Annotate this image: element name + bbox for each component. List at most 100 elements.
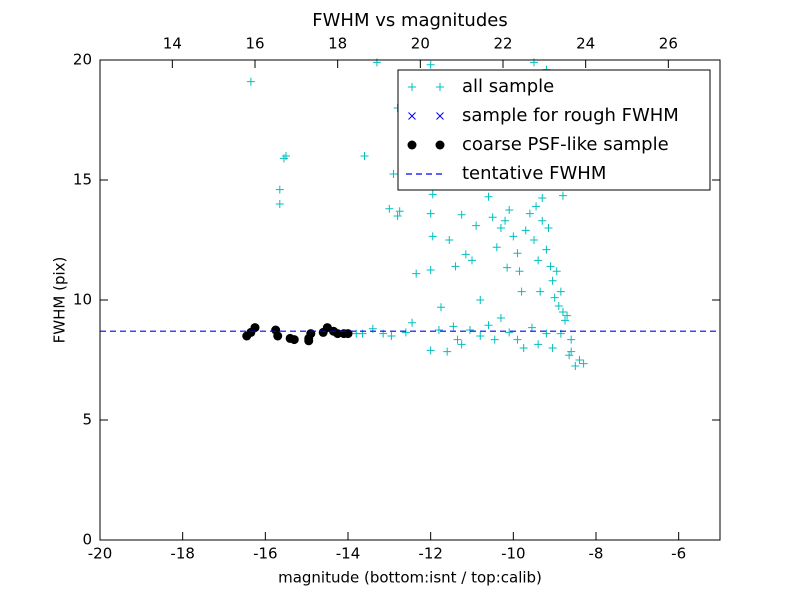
- point: [503, 263, 512, 272]
- point: [445, 236, 454, 244]
- point: [496, 224, 505, 232]
- point: [246, 77, 255, 86]
- point: [387, 332, 396, 340]
- point: [412, 269, 421, 278]
- legend-swatch: [436, 83, 444, 91]
- point: [536, 287, 545, 296]
- legend-swatch: [408, 112, 416, 120]
- point: [428, 232, 437, 241]
- chart-title: FWHM vs magnitudes: [312, 10, 507, 31]
- point: [282, 152, 290, 160]
- point: [558, 191, 567, 200]
- x-tick-label: -16: [253, 545, 278, 563]
- point: [513, 335, 522, 344]
- point: [428, 190, 437, 199]
- point: [385, 204, 394, 213]
- point: [519, 344, 528, 352]
- point: [554, 302, 563, 310]
- point: [426, 346, 435, 355]
- x2-tick-label: 22: [493, 35, 512, 53]
- point: [426, 266, 435, 274]
- point: [548, 276, 557, 285]
- point: [488, 213, 497, 222]
- point: [546, 262, 555, 271]
- point: [509, 232, 518, 241]
- point: [484, 321, 493, 330]
- point: [289, 335, 299, 345]
- point: [343, 329, 353, 339]
- x2-tick-label: 18: [328, 35, 347, 53]
- x2-tick-label: 14: [163, 35, 182, 53]
- point: [395, 207, 404, 216]
- x-axis-label: magnitude (bottom:isnt / top:calib): [278, 569, 542, 587]
- point: [275, 185, 284, 194]
- point: [515, 267, 524, 276]
- point: [449, 322, 458, 331]
- point: [517, 287, 526, 296]
- point: [393, 212, 402, 220]
- point: [443, 347, 452, 356]
- y-tick-label: 10: [73, 291, 92, 309]
- point: [538, 194, 547, 202]
- x-tick-label: -10: [501, 545, 526, 563]
- legend-label: tentative FWHM: [462, 163, 606, 184]
- y-tick-label: 0: [82, 531, 92, 549]
- point: [571, 362, 580, 370]
- point: [527, 323, 536, 332]
- point: [250, 323, 260, 333]
- point: [538, 216, 547, 225]
- legend-swatch: [408, 83, 416, 91]
- legend: all sample sample for rough FWHM coarse PS…: [397, 69, 711, 191]
- legend-label: all sample: [462, 76, 554, 97]
- point: [513, 249, 522, 258]
- x2-tick-label: 26: [659, 35, 678, 53]
- x-tick-label: -20: [88, 545, 113, 563]
- point: [451, 262, 460, 271]
- point: [558, 308, 567, 316]
- point: [457, 210, 466, 219]
- point: [275, 200, 284, 208]
- x-tick-label: -18: [170, 545, 195, 563]
- point: [530, 236, 538, 244]
- plot-frame: [99, 59, 721, 541]
- point: [552, 267, 561, 276]
- point: [542, 245, 551, 254]
- y-tick-label: 20: [73, 51, 92, 69]
- x-tick-label: -8: [589, 545, 604, 563]
- point: [579, 359, 588, 368]
- point: [501, 216, 510, 225]
- point: [453, 335, 462, 344]
- point: [304, 336, 314, 346]
- point: [465, 326, 474, 334]
- point: [476, 296, 485, 304]
- point: [550, 293, 559, 302]
- point: [563, 311, 572, 320]
- legend-swatch: [436, 112, 444, 120]
- point: [434, 326, 443, 334]
- y-axis-label: FWHM (pix): [51, 257, 69, 344]
- legend-box: [397, 69, 711, 191]
- point: [532, 202, 541, 211]
- point: [408, 318, 417, 327]
- point: [426, 209, 435, 218]
- point: [534, 256, 543, 265]
- point: [556, 287, 565, 296]
- point: [461, 250, 470, 259]
- point: [534, 340, 543, 349]
- point: [542, 329, 551, 338]
- legend-swatch: [407, 140, 417, 150]
- y-tick-label: 15: [73, 171, 92, 189]
- point: [567, 335, 576, 344]
- point: [360, 152, 369, 160]
- x2-tick-label: 24: [576, 35, 595, 53]
- point: [476, 332, 485, 340]
- point: [457, 340, 466, 349]
- point: [505, 328, 514, 337]
- point: [561, 316, 569, 325]
- point: [525, 209, 534, 218]
- point: [492, 243, 501, 252]
- point: [484, 192, 493, 201]
- point: [273, 331, 283, 341]
- point: [472, 221, 481, 230]
